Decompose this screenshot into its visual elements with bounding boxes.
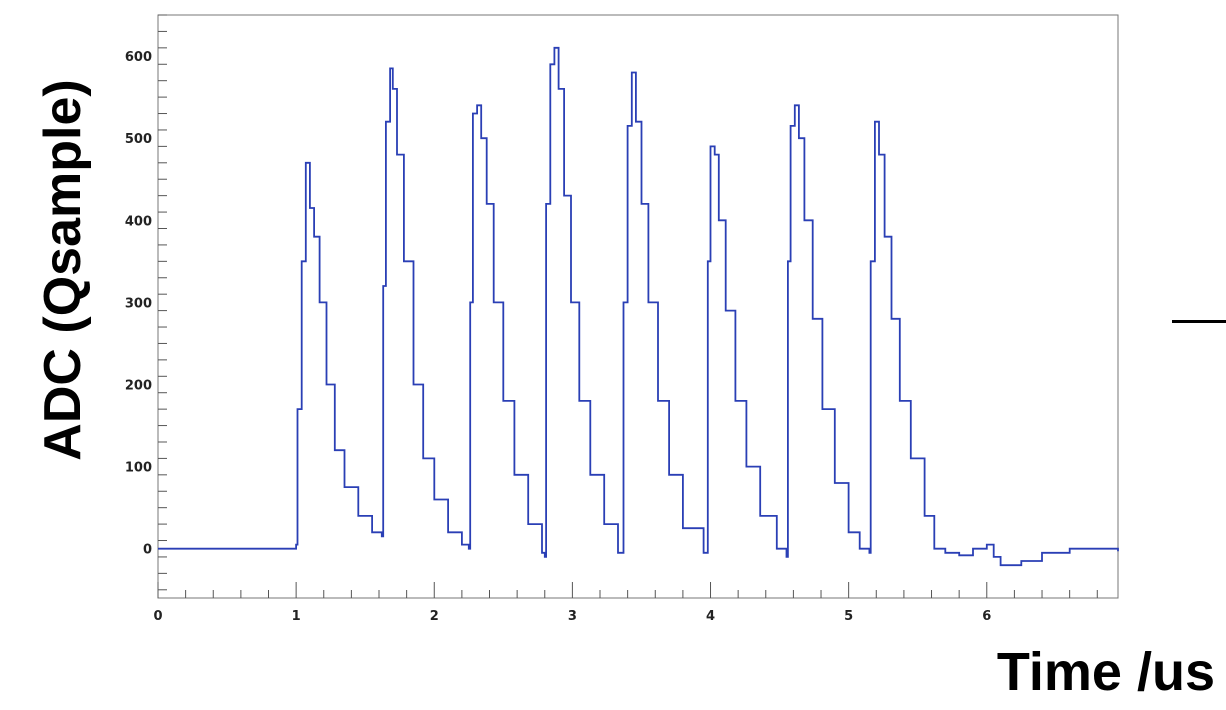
y-tick-label: 300 — [125, 296, 152, 311]
x-axis-ticks — [157, 582, 1098, 598]
x-axis-label: Time /us — [997, 642, 1215, 702]
x-tick-label: 6 — [982, 609, 991, 624]
x-tick-label: 4 — [706, 609, 715, 624]
x-tick-label: 5 — [844, 609, 853, 624]
x-tick-labels: 0 1 2 3 4 5 6 — [153, 609, 991, 624]
x-tick-label: 1 — [292, 609, 301, 624]
y-axis-label: ADC (Qsample) — [34, 79, 92, 460]
series-line — [158, 46, 1119, 567]
x-tick-label: 3 — [568, 609, 577, 624]
y-tick-label: 600 — [125, 50, 152, 65]
y-tick-label: 100 — [125, 461, 152, 476]
y-tick-labels: 0 100 200 300 400 500 600 — [125, 50, 152, 558]
x-tick-label: 2 — [430, 609, 439, 624]
y-axis-ticks — [158, 14, 167, 591]
right-dash-mark — [1172, 320, 1226, 323]
y-tick-label: 0 — [143, 543, 152, 558]
y-tick-label: 400 — [125, 214, 152, 229]
x-tick-label: 0 — [153, 609, 162, 624]
y-tick-label: 200 — [125, 379, 152, 394]
y-tick-label: 500 — [125, 132, 152, 147]
plot-frame — [157, 14, 1119, 599]
